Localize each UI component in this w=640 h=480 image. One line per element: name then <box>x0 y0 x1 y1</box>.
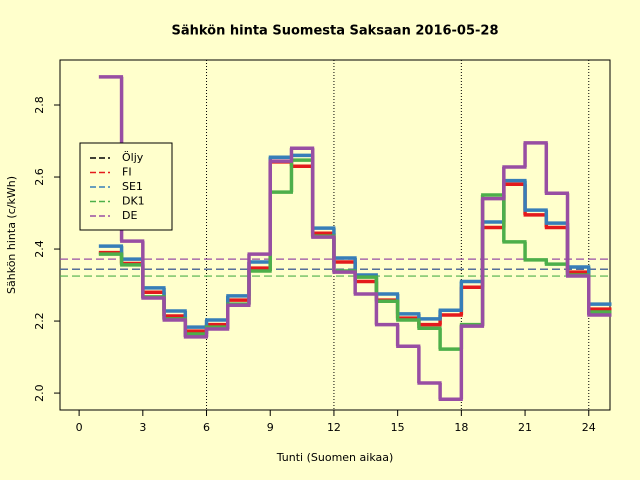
legend-label: DE <box>122 209 137 222</box>
y-tick-label: 2.4 <box>33 240 46 258</box>
step-series <box>98 153 612 329</box>
legend-label: Öljy <box>122 151 144 164</box>
legend-label: DK1 <box>122 195 145 208</box>
x-tick-label: 12 <box>327 421 341 434</box>
legend-label: SE1 <box>122 180 143 193</box>
x-tick-label: 21 <box>518 421 532 434</box>
step-series <box>98 75 612 401</box>
x-tick-label: 3 <box>139 421 146 434</box>
y-tick-label: 2.2 <box>33 312 46 330</box>
y-tick-label: 2.0 <box>33 384 46 402</box>
y-tick-label: 2.8 <box>33 96 46 114</box>
x-tick-label: 15 <box>391 421 405 434</box>
step-series <box>98 160 612 333</box>
x-tick-label: 24 <box>582 421 596 434</box>
chart-title: Sähkön hinta Suomesta Saksaan 2016-05-28 <box>171 24 498 39</box>
plot-frame <box>59 59 611 411</box>
x-axis-label: Tunti (Suomen aikaa) <box>276 451 394 464</box>
x-tick-label: 18 <box>454 421 468 434</box>
x-tick-label: 6 <box>203 421 210 434</box>
y-tick-label: 2.6 <box>33 168 46 186</box>
legend-label: FI <box>122 166 132 179</box>
x-tick-label: 9 <box>267 421 274 434</box>
y-axis-label: Sähkön hinta (c/kWh) <box>5 176 18 294</box>
x-tick-label: 0 <box>76 421 83 434</box>
